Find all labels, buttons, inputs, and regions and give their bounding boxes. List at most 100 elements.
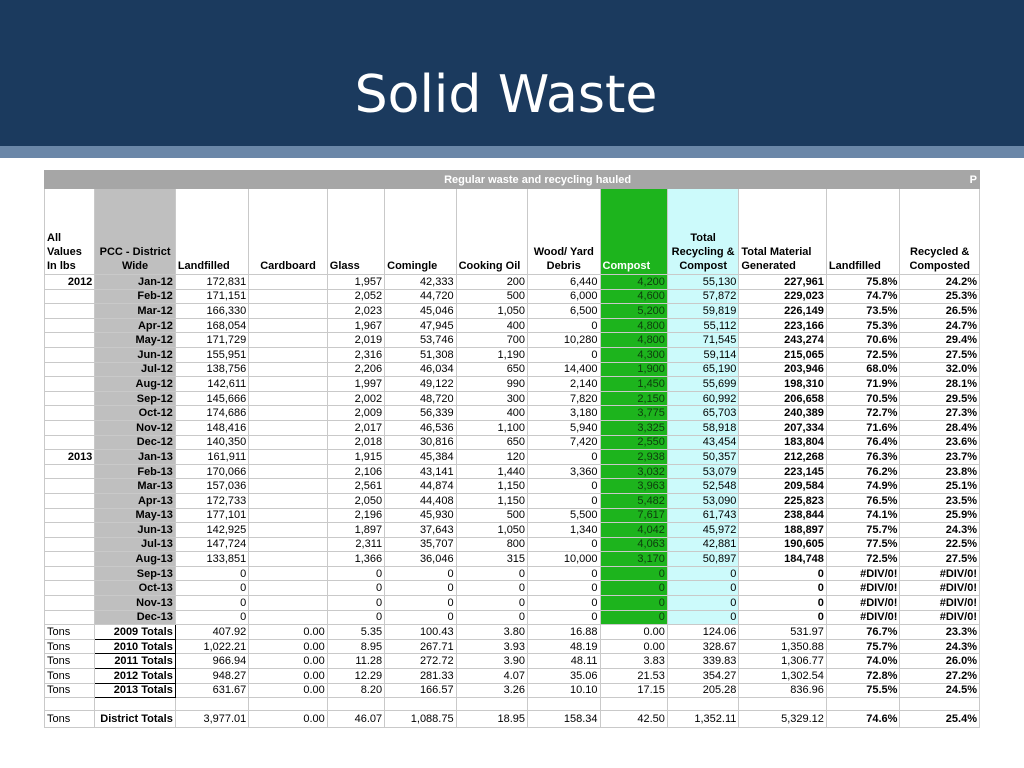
totals-cell[interactable]: 8.95 bbox=[326, 638, 386, 655]
table-cell[interactable] bbox=[248, 449, 328, 465]
totals-cell[interactable]: 35.06 bbox=[527, 668, 601, 684]
table-cell[interactable] bbox=[43, 595, 96, 611]
table-cell[interactable]: 0 bbox=[527, 317, 601, 334]
table-cell[interactable]: 0 bbox=[326, 595, 386, 611]
totals-cell[interactable]: 339.83 bbox=[666, 653, 740, 670]
table-cell[interactable]: 3,170 bbox=[599, 551, 668, 567]
table-cell[interactable]: 44,874 bbox=[384, 478, 457, 494]
table-cell[interactable]: 73.5% bbox=[825, 303, 901, 319]
table-cell[interactable]: 2,938 bbox=[599, 449, 668, 465]
totals-cell[interactable]: 354.27 bbox=[666, 668, 740, 684]
table-cell[interactable]: 1,150 bbox=[455, 478, 529, 494]
table-cell[interactable]: 800 bbox=[455, 536, 529, 553]
table-cell[interactable]: 190,605 bbox=[738, 536, 827, 553]
table-cell[interactable]: Nov-12 bbox=[94, 419, 176, 436]
table-cell[interactable]: 46,034 bbox=[384, 361, 457, 378]
totals-cell[interactable]: Tons bbox=[43, 653, 96, 670]
table-cell[interactable]: 45,384 bbox=[384, 449, 457, 465]
table-cell[interactable]: Oct-13 bbox=[94, 580, 176, 597]
table-cell[interactable]: 14,400 bbox=[527, 361, 601, 378]
totals-cell[interactable]: Tons bbox=[43, 682, 96, 699]
table-cell[interactable]: 2,550 bbox=[599, 434, 668, 451]
table-cell[interactable]: 2,316 bbox=[326, 346, 386, 363]
totals-cell[interactable]: 75.5% bbox=[825, 682, 901, 699]
table-cell[interactable]: 0 bbox=[527, 492, 601, 509]
table-cell[interactable] bbox=[248, 551, 328, 567]
table-cell[interactable]: 188,897 bbox=[738, 522, 827, 538]
table-cell[interactable]: 5,200 bbox=[599, 303, 668, 319]
table-cell[interactable]: 55,112 bbox=[666, 317, 740, 334]
table-cell[interactable]: 32.0% bbox=[899, 361, 980, 378]
table-cell[interactable]: 6,500 bbox=[527, 303, 601, 319]
totals-cell[interactable]: 2009 Totals bbox=[94, 624, 176, 640]
district-cell[interactable]: 0.00 bbox=[248, 710, 328, 729]
table-cell[interactable]: 56,339 bbox=[384, 405, 457, 421]
table-cell[interactable] bbox=[43, 580, 96, 597]
table-cell[interactable]: 74.9% bbox=[825, 478, 901, 494]
table-cell[interactable]: 650 bbox=[455, 361, 529, 378]
totals-cell[interactable]: 3.93 bbox=[455, 638, 529, 655]
table-cell[interactable]: May-12 bbox=[94, 332, 176, 348]
table-cell[interactable] bbox=[248, 434, 328, 451]
table-cell[interactable]: 68.0% bbox=[825, 361, 901, 378]
table-cell[interactable]: 74.7% bbox=[825, 288, 901, 305]
totals-cell[interactable]: 0.00 bbox=[248, 653, 328, 670]
district-cell[interactable]: District Totals bbox=[94, 710, 176, 729]
totals-cell[interactable]: 2013 Totals bbox=[94, 682, 176, 699]
table-cell[interactable]: 1,366 bbox=[326, 551, 386, 567]
table-cell[interactable] bbox=[248, 405, 328, 421]
district-cell[interactable]: 46.07 bbox=[326, 710, 386, 729]
table-cell[interactable]: Jul-12 bbox=[94, 361, 176, 378]
table-cell[interactable]: 500 bbox=[455, 507, 529, 524]
table-cell[interactable]: 75.7% bbox=[825, 522, 901, 538]
table-cell[interactable]: Jun-13 bbox=[94, 522, 176, 538]
totals-cell[interactable]: 2012 Totals bbox=[94, 668, 176, 684]
table-cell[interactable]: 42,881 bbox=[666, 536, 740, 553]
table-cell[interactable]: 2,561 bbox=[326, 478, 386, 494]
table-cell[interactable]: 225,823 bbox=[738, 492, 827, 509]
table-cell[interactable]: 0 bbox=[455, 595, 529, 611]
table-cell[interactable]: 215,065 bbox=[738, 346, 827, 363]
table-cell[interactable]: 2,018 bbox=[326, 434, 386, 451]
table-cell[interactable]: 47,945 bbox=[384, 317, 457, 334]
table-cell[interactable] bbox=[248, 288, 328, 305]
totals-cell[interactable]: 75.7% bbox=[825, 638, 901, 655]
table-cell[interactable]: 35,707 bbox=[384, 536, 457, 553]
table-cell[interactable]: 24.3% bbox=[899, 522, 980, 538]
table-cell[interactable]: 4,800 bbox=[599, 317, 668, 334]
table-cell[interactable] bbox=[248, 303, 328, 319]
totals-cell[interactable]: 21.53 bbox=[599, 668, 668, 684]
table-cell[interactable]: Jun-12 bbox=[94, 346, 176, 363]
table-cell[interactable]: 3,180 bbox=[527, 405, 601, 421]
table-cell[interactable]: 2,206 bbox=[326, 361, 386, 378]
totals-cell[interactable]: 166.57 bbox=[384, 682, 457, 699]
table-cell[interactable]: 2,019 bbox=[326, 332, 386, 348]
totals-cell[interactable]: 966.94 bbox=[174, 653, 250, 670]
totals-cell[interactable]: Tons bbox=[43, 638, 96, 655]
table-cell[interactable]: 71.6% bbox=[825, 419, 901, 436]
district-cell[interactable]: 3,977.01 bbox=[174, 710, 250, 729]
table-cell[interactable]: Aug-13 bbox=[94, 551, 176, 567]
table-cell[interactable]: #DIV/0! bbox=[825, 580, 901, 597]
table-cell[interactable]: 0 bbox=[666, 565, 740, 582]
table-cell[interactable] bbox=[248, 580, 328, 597]
table-cell[interactable]: Dec-12 bbox=[94, 434, 176, 451]
totals-cell[interactable]: 281.33 bbox=[384, 668, 457, 684]
table-cell[interactable]: 400 bbox=[455, 317, 529, 334]
table-cell[interactable] bbox=[248, 492, 328, 509]
table-cell[interactable]: Feb-13 bbox=[94, 463, 176, 480]
table-cell[interactable]: 3,775 bbox=[599, 405, 668, 421]
table-cell[interactable]: 1,915 bbox=[326, 449, 386, 465]
table-cell[interactable]: May-13 bbox=[94, 507, 176, 524]
table-cell[interactable]: Nov-13 bbox=[94, 595, 176, 611]
table-cell[interactable]: #DIV/0! bbox=[825, 565, 901, 582]
district-cell[interactable]: 1,088.75 bbox=[384, 710, 457, 729]
totals-cell[interactable]: 407.92 bbox=[174, 624, 250, 640]
table-cell[interactable]: 43,454 bbox=[666, 434, 740, 451]
totals-cell[interactable]: 272.72 bbox=[384, 653, 457, 670]
district-cell[interactable]: 74.6% bbox=[825, 710, 901, 729]
table-cell[interactable]: 157,036 bbox=[174, 478, 250, 494]
table-cell[interactable]: 3,360 bbox=[527, 463, 601, 480]
table-cell[interactable] bbox=[43, 376, 96, 392]
table-cell[interactable]: 227,961 bbox=[738, 274, 827, 290]
